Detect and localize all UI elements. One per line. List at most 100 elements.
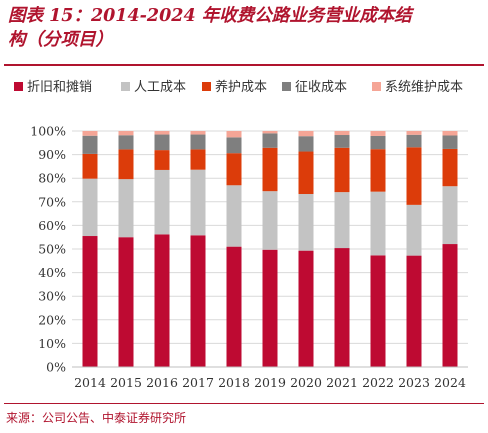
bar-segment: [442, 186, 458, 245]
bar-stack-2023: [406, 131, 422, 367]
x-axis: 2014 2015 2016 2017 2018 2019 2020 2021 2022 2023…: [72, 366, 468, 390]
bar-segment: [406, 204, 422, 256]
bar-segment: [334, 131, 350, 136]
bar-segment: [334, 147, 350, 193]
bar-segment: [118, 179, 134, 238]
bar-segment: [154, 131, 170, 135]
bar-segment: [226, 246, 242, 367]
bar-segment: [442, 148, 458, 187]
bar-segment: [82, 236, 98, 367]
bar-segment: [298, 136, 314, 152]
bar-segment: [190, 131, 206, 135]
bar-segment: [442, 135, 458, 149]
source-note: 来源：公司公告、中泰证券研究所: [6, 411, 187, 425]
legend-item: 人工成本: [121, 80, 186, 95]
bar-segment: [154, 150, 170, 170]
bar-segment: [442, 131, 458, 136]
bar-segment: [226, 185, 242, 247]
bar-segment: [190, 235, 206, 367]
y-axis: 0% 10% 20% 30% 40% 50% 60% 70% 80% 90% 100%: [30, 124, 66, 375]
bar-segment: [370, 191, 386, 256]
bar-segment: [334, 192, 350, 249]
y-tick-label: 100%: [30, 124, 66, 139]
bar-segment: [226, 131, 242, 138]
bar-segment: [262, 131, 278, 134]
bar-segment: [262, 249, 278, 367]
bar-segment: [190, 134, 206, 150]
bar-segment: [370, 131, 386, 136]
y-tick-label: 60%: [38, 218, 66, 233]
legend-swatch: [121, 82, 130, 91]
legend-swatch: [282, 82, 291, 91]
legend-swatch: [14, 82, 23, 91]
bar-segment: [406, 131, 422, 135]
bar-segment: [406, 255, 422, 367]
bar-stack-2015: [118, 131, 134, 367]
bar-segment: [118, 149, 134, 180]
bar-segment: [370, 255, 386, 367]
bar-stack-2020: [298, 131, 314, 367]
bar-segment: [298, 151, 314, 195]
legend-label: 系统维护成本: [385, 80, 463, 95]
x-tick-label: 2015: [110, 375, 142, 390]
bar-stack-2016: [154, 131, 170, 367]
x-tick-label: 2014: [74, 375, 106, 390]
legend-item: 折旧和摊销: [14, 80, 92, 95]
x-tick-label: 2018: [218, 375, 250, 390]
bar-segment: [82, 178, 98, 237]
chart-legend: 折旧和摊销 人工成本 养护成本 征收成本 系统维护成本: [14, 79, 463, 95]
legend-item: 系统维护成本: [372, 80, 463, 95]
bar-stack-2019: [262, 131, 278, 367]
y-tick-label: 90%: [38, 147, 66, 162]
chart-title: 图表 15：2014-2024 年收费公路业务营业成本结 构（分项目）: [8, 4, 484, 52]
bar-segment: [442, 244, 458, 367]
x-tick-label: 2020: [290, 375, 322, 390]
bar-stack-2024: [442, 131, 458, 367]
x-tick-label: 2024: [434, 375, 466, 390]
x-tick-label: 2023: [398, 375, 430, 390]
bar-segment: [262, 191, 278, 250]
bar-segment: [298, 250, 314, 367]
bar-segment: [154, 169, 170, 235]
legend-label: 折旧和摊销: [27, 80, 92, 95]
bar-stack-2017: [190, 131, 206, 367]
y-tick-label: 70%: [38, 194, 66, 209]
y-tick-label: 10%: [38, 336, 66, 351]
x-tick-label: 2017: [182, 375, 214, 390]
bar-segment: [262, 133, 278, 148]
x-tick-label: 2021: [326, 375, 358, 390]
bar-segment: [370, 149, 386, 192]
y-tick-label: 80%: [38, 171, 66, 186]
legend-label: 养护成本: [215, 79, 267, 95]
bar-stack-2022: [370, 131, 386, 367]
bar-segment: [82, 135, 98, 154]
legend-label: 征收成本: [295, 80, 347, 95]
y-tick-label: 20%: [38, 312, 66, 327]
bar-segment: [298, 131, 314, 137]
bar-stack-2021: [334, 131, 350, 367]
bar-segment: [226, 137, 242, 154]
source-divider: [4, 403, 484, 404]
bar-segment: [190, 169, 206, 236]
chart-title-line-2: 构（分项目）: [8, 30, 113, 50]
bar-segment: [82, 153, 98, 179]
bar-segment: [154, 234, 170, 367]
legend-label: 人工成本: [134, 80, 186, 95]
bar-segment: [298, 194, 314, 251]
bar-segment: [334, 248, 350, 367]
x-tick-label: 2016: [146, 375, 178, 390]
legend-item: 征收成本: [282, 80, 347, 95]
bar-segment: [226, 153, 242, 186]
bar-segment: [82, 131, 98, 136]
title-divider: [4, 64, 484, 66]
y-tick-label: 0%: [46, 360, 66, 375]
legend-swatch: [372, 82, 381, 91]
y-tick-label: 40%: [38, 265, 66, 280]
y-tick-label: 30%: [38, 289, 66, 304]
chart-title-line-1: 图表 15：2014-2024 年收费公路业务营业成本结: [8, 6, 412, 26]
bar-stacks: [82, 131, 458, 367]
x-tick-label: 2022: [362, 375, 394, 390]
y-tick-label: 50%: [38, 242, 66, 257]
bar-segment: [118, 135, 134, 150]
